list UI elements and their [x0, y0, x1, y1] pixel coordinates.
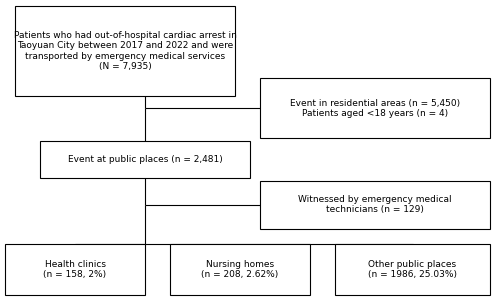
Text: Witnessed by emergency medical
technicians (n = 129): Witnessed by emergency medical technicia… — [298, 195, 452, 214]
FancyBboxPatch shape — [170, 244, 310, 295]
Text: Nursing homes
(n = 208, 2.62%): Nursing homes (n = 208, 2.62%) — [202, 260, 278, 279]
Text: Other public places
(n = 1986, 25.03%): Other public places (n = 1986, 25.03%) — [368, 260, 457, 279]
Text: Event in residential areas (n = 5,450)
Patients aged <18 years (n = 4): Event in residential areas (n = 5,450) P… — [290, 99, 460, 118]
FancyBboxPatch shape — [5, 244, 145, 295]
Text: Patients who had out-of-hospital cardiac arrest in
Taoyuan City between 2017 and: Patients who had out-of-hospital cardiac… — [14, 31, 236, 71]
Text: Health clinics
(n = 158, 2%): Health clinics (n = 158, 2%) — [44, 260, 106, 279]
FancyBboxPatch shape — [260, 78, 490, 138]
Text: Event at public places (n = 2,481): Event at public places (n = 2,481) — [68, 155, 222, 164]
FancyBboxPatch shape — [40, 141, 250, 178]
FancyBboxPatch shape — [260, 181, 490, 229]
FancyBboxPatch shape — [335, 244, 490, 295]
FancyBboxPatch shape — [15, 6, 235, 96]
